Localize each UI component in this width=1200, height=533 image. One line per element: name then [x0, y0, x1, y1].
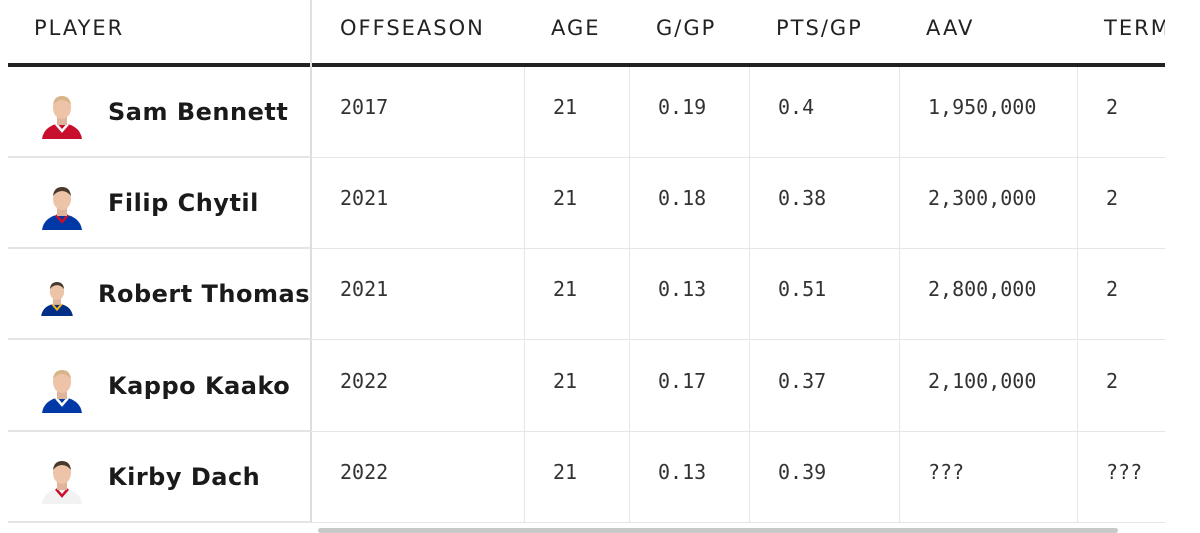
player-avatar [41, 281, 73, 316]
column-header[interactable]: PTS/GP [776, 16, 863, 40]
player-avatar [42, 460, 82, 504]
column-header[interactable]: AGE [551, 16, 601, 40]
player-name[interactable]: Filip Chytil [108, 188, 259, 217]
table-cell: 2022 [312, 341, 525, 432]
table-cell: 21 [525, 158, 630, 249]
table-cell: 2 [1078, 158, 1165, 249]
player-avatar [42, 95, 82, 139]
table-cell: 21 [525, 249, 630, 340]
table-cell: 21 [525, 341, 630, 432]
table-cell: 0.19 [630, 67, 750, 158]
column-header[interactable]: G/GP [656, 16, 717, 40]
player-name[interactable]: Kirby Dach [108, 462, 261, 491]
table-cell: 0.39 [750, 432, 900, 523]
table-cell: 2021 [312, 158, 525, 249]
player-cell[interactable]: Kirby Dach [8, 432, 312, 523]
header-rule [8, 63, 1165, 67]
table-view: PLAYER OFFSEASON AGE G/GP PTS/GP AAV TERM Sam B… [8, 0, 1165, 533]
table-cell: 0.13 [630, 432, 750, 523]
player-avatar [42, 186, 82, 230]
table-cell: 1,950,000 [900, 67, 1078, 158]
player-avatar [42, 369, 82, 413]
table-cell: 2 [1078, 249, 1165, 340]
player-name[interactable]: Sam Bennett [108, 97, 289, 126]
player-name[interactable]: Kappo Kaako [108, 371, 291, 400]
table-cell: 0.51 [750, 249, 900, 340]
table-cell: 0.17 [630, 341, 750, 432]
column-header[interactable]: TERM [1104, 16, 1165, 40]
column-header[interactable]: OFFSEASON [340, 16, 485, 40]
table-cell: 0.13 [630, 249, 750, 340]
table-cell: 2 [1078, 341, 1165, 432]
player-cell[interactable]: Sam Bennett [8, 67, 312, 158]
table-cell: 2021 [312, 249, 525, 340]
table-cell: 2,100,000 [900, 341, 1078, 432]
player-cell[interactable]: Robert Thomas [8, 249, 312, 340]
table-cell: 2022 [312, 432, 525, 523]
scrollbar[interactable] [318, 528, 1118, 533]
table-cell: 21 [525, 67, 630, 158]
table-cell: 2 [1078, 67, 1165, 158]
table-cell: 2017 [312, 67, 525, 158]
player-cell[interactable]: Kappo Kaako [8, 341, 312, 432]
table-cell: ??? [900, 432, 1078, 523]
table-cell: 2,300,000 [900, 158, 1078, 249]
player-cell[interactable]: Filip Chytil [8, 158, 312, 249]
table-cell: ??? [1078, 432, 1165, 523]
column-header[interactable]: AAV [926, 16, 975, 40]
column-header[interactable]: PLAYER [34, 16, 125, 40]
player-name[interactable]: Robert Thomas [97, 279, 310, 308]
table-cell: 2,800,000 [900, 249, 1078, 340]
table-cell: 0.18 [630, 158, 750, 249]
table-cell: 0.38 [750, 158, 900, 249]
table-cell: 0.37 [750, 341, 900, 432]
table-cell: 0.4 [750, 67, 900, 158]
table-cell: 21 [525, 432, 630, 523]
